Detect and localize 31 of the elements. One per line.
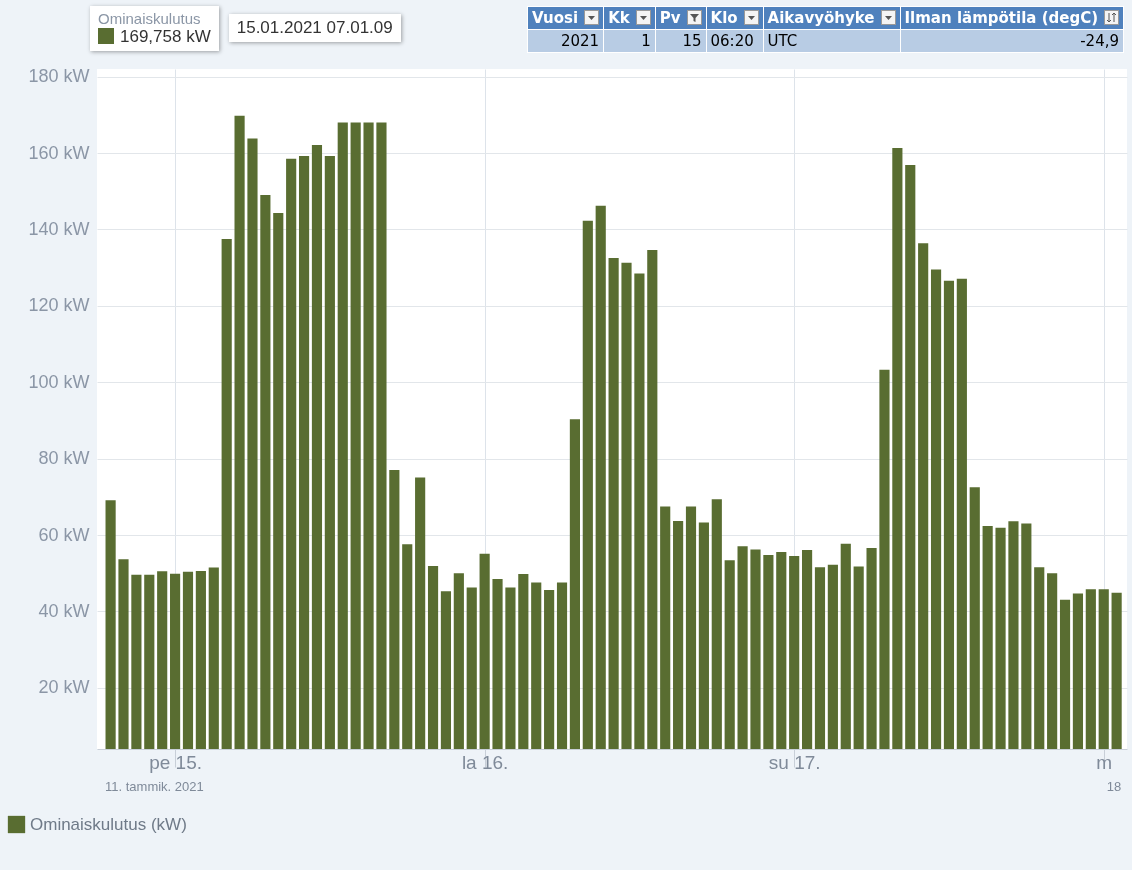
text: 169,758 kW [120,27,211,46]
x-tick-label: la 16. [461,751,509,773]
y-tick-label: 160 kW [28,142,90,163]
x-tick-label: pe 15. [149,751,202,773]
text: 2021 [527,29,604,53]
y-tick-label: 100 kW [28,371,90,392]
legend-label: Ominaiskulutus (kW) [30,814,187,834]
text: 06:20 [706,29,764,53]
text: Ilman lämpötila (degC) [900,6,1124,30]
y-tick-label: 140 kW [28,218,90,239]
y-tick-label: 40 kW [38,600,90,621]
text: UTC [763,29,901,53]
text: Pv [655,6,707,30]
text: Kk [603,6,656,30]
text: -24,9 [900,29,1124,53]
y-tick-label: 80 kW [38,448,90,469]
text: 1 [603,29,656,53]
text: 15 [655,29,707,53]
x-tick-label: su 17. [768,751,821,773]
x-tick-label: m [1096,751,1113,773]
text: Aikavyöhyke [763,6,901,30]
y-tick-label: 20 kW [38,677,90,698]
y-tick-label: 180 kW [28,66,90,87]
text: 18 [1106,779,1122,794]
text: Ominaiskulutus [98,10,202,27]
text: Vuosi [527,6,604,30]
text: Klo [706,6,764,30]
text: 15.01.2021 07.01.09 [228,14,401,42]
y-tick-label: 120 kW [28,295,90,316]
text: 11. tammik. 2021 [105,779,204,794]
y-tick-label: 60 kW [38,524,90,545]
